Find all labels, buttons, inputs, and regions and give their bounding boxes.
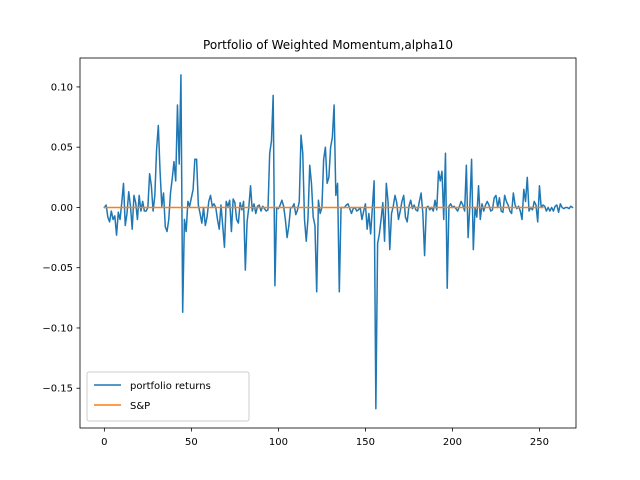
- legend: portfolio returns S&P: [86, 371, 250, 422]
- y-tick-label: 0.10: [51, 82, 73, 93]
- y-tick-label: −0.15: [42, 384, 73, 395]
- x-tick-label: 100: [269, 437, 288, 448]
- legend-label-1: portfolio returns: [130, 381, 211, 392]
- y-tick-label: −0.10: [42, 323, 73, 334]
- x-tick-label: 250: [530, 437, 549, 448]
- axes-frame: [79, 57, 577, 429]
- series-layer: [103, 74, 574, 410]
- plot-area: [79, 57, 577, 429]
- y-tick-label: 0.05: [51, 143, 73, 154]
- chart-title: Portfolio of Weighted Momentum,alpha10: [203, 38, 453, 52]
- series-line-1: [103, 74, 574, 410]
- legend-label-2: S&P: [130, 401, 150, 412]
- x-axis: 0 50 100 150 200 250: [101, 428, 549, 448]
- x-tick-label: 200: [443, 437, 462, 448]
- legend-box: [86, 371, 250, 422]
- y-axis: −0.15 −0.10 −0.05 0.00 0.05 0.10: [42, 82, 80, 395]
- x-tick-label: 50: [185, 437, 198, 448]
- axes-background: [80, 58, 576, 428]
- y-tick-label: −0.05: [42, 263, 73, 274]
- y-tick-label: 0.00: [51, 203, 73, 214]
- x-tick-label: 150: [356, 437, 375, 448]
- x-tick-label: 0: [101, 437, 107, 448]
